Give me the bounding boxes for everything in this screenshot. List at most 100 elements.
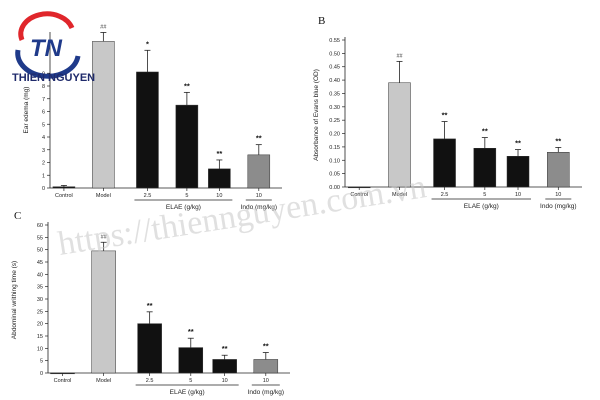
y-tick-label: 5	[42, 122, 45, 128]
x-tick-label: 10	[515, 192, 521, 198]
significance-marker: **	[216, 149, 222, 158]
x-tick-label: 10	[263, 378, 269, 384]
x-tick-label: Model	[96, 378, 111, 384]
y-tick-label: 7	[42, 97, 45, 103]
bar-3	[175, 104, 199, 189]
x-tick-label: Model	[392, 192, 407, 198]
x-tick-label: Control	[55, 193, 73, 199]
y-axis-label: Ear edema (mg)	[23, 87, 30, 134]
logo-blue-arc	[15, 49, 81, 79]
y-tick-label: 0.05	[329, 172, 340, 178]
x-tick-label: 10	[256, 193, 262, 199]
y-tick-label: 0.55	[329, 38, 340, 44]
bar-5	[253, 359, 279, 374]
x-tick-label: 10	[555, 192, 561, 198]
significance-marker: **	[184, 81, 190, 90]
significance-marker: **	[442, 111, 448, 120]
y-tick-label: 60	[37, 223, 43, 229]
y-tick-label: 0.50	[329, 51, 340, 57]
logo-wordmark: THIEN NGUYEN	[12, 72, 95, 84]
x-tick-label: 5	[483, 192, 486, 198]
y-tick-label: 20	[37, 322, 43, 328]
y-tick-label: 1	[42, 173, 45, 179]
group-label: Indo (mg/kg)	[248, 389, 285, 396]
y-tick-label: 0.35	[329, 91, 340, 97]
significance-marker: ##	[396, 53, 403, 59]
significance-marker: **	[256, 134, 262, 143]
thien-nguyen-logo: TN THIEN NGUYEN	[12, 11, 95, 84]
logo-red-arc	[18, 11, 75, 41]
y-tick-label: 5	[40, 359, 43, 365]
bar-2	[433, 138, 456, 188]
y-axis-label: Abdominal writhing time (s)	[11, 261, 18, 339]
y-tick-label: 0.45	[329, 65, 340, 71]
y-tick-label: 0.20	[329, 132, 340, 138]
bar-2	[136, 71, 159, 189]
y-tick-label: 45	[37, 260, 43, 266]
y-tick-label: 25	[37, 309, 43, 315]
x-tick-label: 10	[222, 378, 228, 384]
group-label: ELAE (g/kg)	[464, 203, 499, 210]
x-tick-label: Control	[350, 192, 368, 198]
significance-marker: **	[482, 127, 488, 136]
group-label: ELAE (g/kg)	[166, 204, 201, 211]
y-tick-label: 0	[40, 371, 43, 377]
x-tick-label: Model	[96, 193, 111, 199]
y-tick-label: 2	[42, 161, 45, 167]
y-tick-label: 50	[37, 248, 43, 254]
y-tick-label: 10	[37, 346, 43, 352]
significance-marker: ##	[101, 234, 108, 240]
bar-3	[178, 347, 204, 374]
y-tick-label: 0.15	[329, 145, 340, 151]
y-tick-label: 0.30	[329, 105, 340, 111]
x-tick-label: Control	[54, 378, 72, 384]
y-tick-label: 6	[42, 110, 45, 116]
x-tick-label: 2.5	[146, 378, 154, 384]
y-tick-label: 0.00	[329, 185, 340, 191]
group-label: Indo (mg/kg)	[540, 203, 577, 210]
chart-panel-c: C 0 5 10 15 20 25 30 35 40 45 50 55 60 Abdominal writh…	[11, 210, 290, 396]
bar-4	[208, 168, 231, 189]
y-tick-label: 15	[37, 334, 43, 340]
bar-4	[506, 156, 530, 188]
significance-marker: *	[146, 39, 149, 48]
significance-marker: **	[555, 136, 561, 145]
group-label: Indo (mg/kg)	[241, 204, 278, 211]
x-tick-label: 5	[185, 193, 188, 199]
y-tick-label: 0	[42, 186, 45, 192]
y-tick-label: 30	[37, 297, 43, 303]
logo-initials: TN	[30, 35, 63, 62]
significance-marker: **	[222, 344, 228, 353]
x-tick-label: 2.5	[441, 192, 449, 198]
bar-5	[547, 152, 570, 188]
bar-0	[52, 186, 76, 189]
y-tick-label: 40	[37, 272, 43, 278]
x-tick-label: 10	[216, 193, 222, 199]
panel-letter: B	[318, 15, 325, 27]
bar-1	[91, 250, 116, 374]
x-tick-label: 2.5	[144, 193, 152, 199]
y-tick-label: 55	[37, 235, 43, 241]
significance-marker: ##	[100, 24, 107, 30]
group-label: ELAE (g/kg)	[170, 389, 205, 396]
logo-emblem-icon: TN	[15, 11, 81, 79]
significance-marker: **	[263, 342, 269, 351]
y-tick-label: 0.40	[329, 78, 340, 84]
panel-letter: C	[14, 210, 21, 222]
bar-1	[92, 41, 115, 189]
bar-4	[212, 359, 237, 374]
chart-panel-b: B 0.00 0.05 0.10 0.15 0.20 0.25 0.30 0.35 0.40 0.4…	[313, 15, 582, 210]
bar-3	[473, 147, 497, 188]
significance-marker: **	[188, 327, 194, 336]
y-axis-label: Absorbance of Evans blue (OD)	[313, 69, 320, 161]
bar-5	[247, 154, 271, 189]
y-tick-label: 0.25	[329, 118, 340, 124]
y-tick-label: 0.10	[329, 158, 340, 164]
significance-marker: **	[515, 139, 521, 148]
y-tick-label: 35	[37, 285, 43, 291]
y-tick-label: 8	[42, 84, 45, 90]
significance-marker: **	[147, 301, 153, 310]
x-tick-label: 5	[189, 378, 192, 384]
